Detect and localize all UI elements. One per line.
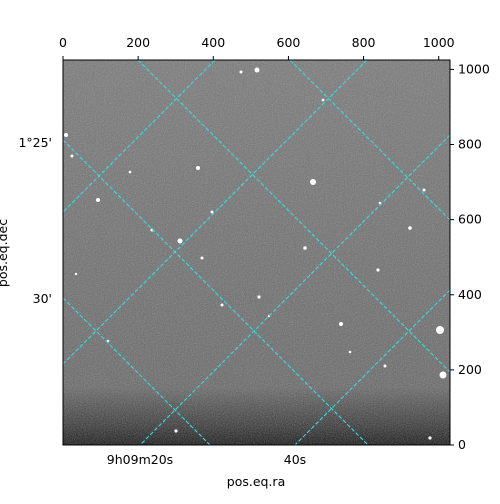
- coordinate-grid: [63, 60, 450, 445]
- x-tick-label: 200: [126, 35, 150, 50]
- x-tick-label: 1000: [423, 35, 455, 50]
- x-tick-label: 400: [201, 35, 225, 50]
- ra-tick-label: 40s: [284, 452, 306, 467]
- y-tick-label: 600: [458, 212, 482, 227]
- y-tick-label: 400: [458, 287, 482, 302]
- x-axis-label: pos.eq.ra: [227, 474, 285, 489]
- y-tick-label: 200: [458, 362, 482, 377]
- ra-tick-label: 9h09m20s: [107, 452, 173, 467]
- x-tick-label: 0: [59, 35, 67, 50]
- dec-tick-label: 30': [33, 291, 52, 306]
- y-tick-label: 1000: [458, 61, 490, 76]
- y-tick-label: 800: [458, 137, 482, 152]
- sky-image: [63, 60, 450, 445]
- y-axis-label: pos.eq.dec: [0, 219, 10, 287]
- plot-frame: [62, 59, 451, 446]
- x-tick-label: 600: [277, 35, 301, 50]
- y-tick-label: 0: [458, 437, 466, 452]
- dec-tick-label: 1°25': [18, 135, 52, 150]
- x-tick-label: 800: [352, 35, 376, 50]
